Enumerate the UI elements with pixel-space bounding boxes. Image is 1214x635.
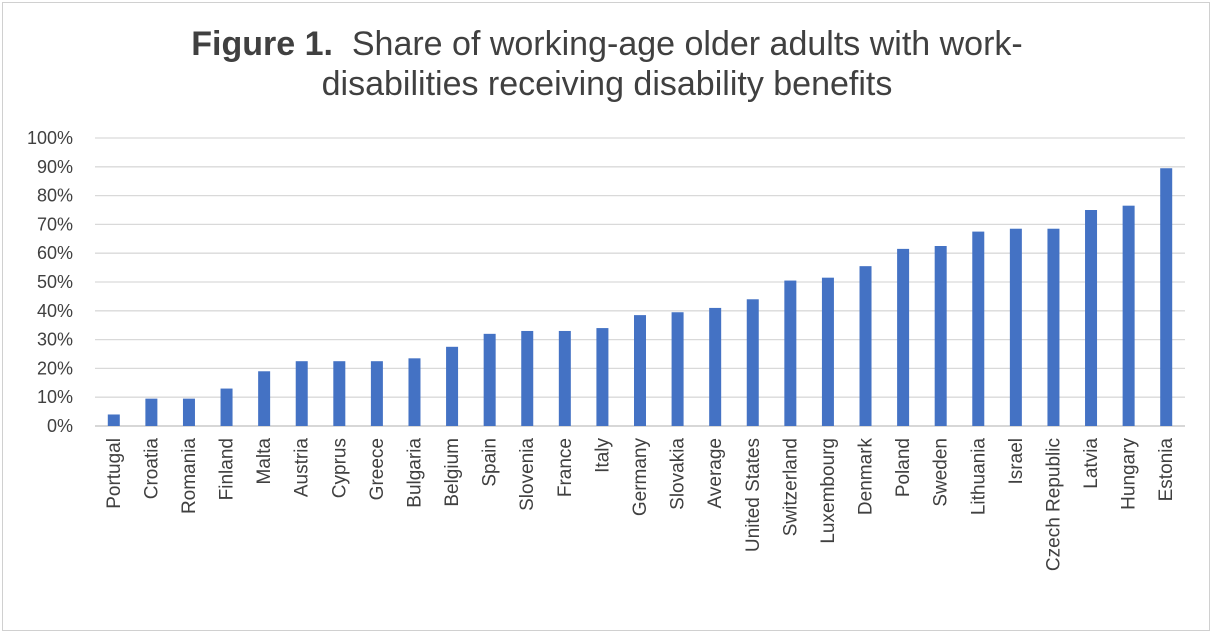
- x-category-label: Luxembourg: [818, 438, 839, 544]
- x-category-label: France: [555, 438, 576, 497]
- x-category-label: Slovenia: [517, 438, 538, 511]
- x-category-label: Hungary: [1119, 438, 1140, 510]
- x-category-label: Czech Republic: [1043, 438, 1064, 571]
- y-tick-label: 20%: [37, 358, 73, 378]
- x-category-label: Slovakia: [668, 438, 689, 510]
- y-tick-label: 0%: [47, 416, 73, 436]
- y-tick-label: 50%: [37, 272, 73, 292]
- bar: [408, 358, 421, 426]
- bar: [558, 330, 571, 426]
- x-category-label: Bulgaria: [404, 438, 425, 508]
- x-category-label: Poland: [893, 438, 914, 497]
- bar: [1009, 228, 1022, 426]
- bar: [446, 346, 459, 426]
- y-tick-label: 60%: [37, 243, 73, 263]
- bar: [1047, 228, 1060, 426]
- bar: [784, 280, 797, 426]
- y-axis-tick-labels: 0% 10% 20% 30% 40% 50% 60% 70% 80% 90% 100%: [27, 128, 73, 436]
- bar: [634, 315, 646, 426]
- bar: [596, 328, 609, 426]
- y-tick-label: 30%: [37, 330, 73, 350]
- bar: [370, 361, 383, 426]
- x-category-label: Switzerland: [780, 438, 801, 536]
- x-category-label: Romania: [179, 438, 200, 514]
- bar: [258, 371, 271, 426]
- y-tick-label: 40%: [37, 301, 73, 321]
- x-category-label: Austria: [292, 438, 313, 498]
- x-category-label: Greece: [367, 438, 388, 500]
- bar: [671, 312, 684, 426]
- x-category-label: Italy: [592, 438, 613, 473]
- bar: [1122, 205, 1135, 426]
- x-category-label: Estonia: [1156, 438, 1177, 502]
- x-category-label: Spain: [480, 438, 501, 487]
- bar: [220, 388, 233, 426]
- y-tick-label: 100%: [27, 128, 73, 148]
- bar: [934, 246, 947, 426]
- bar: [972, 231, 985, 426]
- y-tick-label: 70%: [37, 214, 73, 234]
- bar: [1160, 168, 1173, 427]
- chart-title: Figure 1. Share of working-age older adu…: [0, 24, 1214, 104]
- bar: [295, 361, 308, 426]
- y-tick-label: 10%: [37, 387, 73, 407]
- bar: [859, 266, 872, 426]
- x-category-label: Cyprus: [329, 438, 350, 498]
- x-category-label: Finland: [217, 438, 238, 500]
- bar: [107, 414, 120, 426]
- title-line-2: disabilities receiving disability benefi…: [321, 65, 893, 103]
- bar: [182, 398, 195, 426]
- x-category-label: Sweden: [931, 438, 952, 507]
- x-category-label: Belgium: [442, 438, 463, 507]
- x-category-label: Germany: [630, 438, 651, 517]
- x-axis-category-labels: Portugal Croatia Romania Finland Malta Austri…: [104, 438, 1177, 572]
- title-line-1: Share of working-age older adults with w…: [351, 25, 1023, 63]
- bars: [107, 168, 1173, 427]
- title-prefix: Figure 1.: [191, 25, 333, 63]
- x-category-label: Croatia: [141, 438, 162, 500]
- x-category-label: Malta: [254, 438, 275, 485]
- x-category-label: Portugal: [104, 438, 125, 509]
- bar: [145, 398, 158, 426]
- x-category-label: United States: [743, 438, 764, 552]
- bar: [333, 361, 346, 426]
- bar: [709, 307, 722, 426]
- bar: [897, 248, 910, 426]
- bar: [746, 299, 759, 426]
- x-category-label: Denmark: [856, 438, 877, 516]
- x-category-label: Latvia: [1081, 438, 1102, 489]
- bar: [1085, 210, 1098, 426]
- x-category-label: Average: [705, 438, 726, 508]
- bar: [821, 277, 834, 426]
- y-tick-label: 90%: [37, 157, 73, 177]
- bar: [483, 333, 496, 426]
- x-category-label: Israel: [1006, 438, 1027, 484]
- y-tick-label: 80%: [37, 186, 73, 206]
- x-category-label: Lithuania: [968, 438, 989, 516]
- bar: [521, 330, 534, 426]
